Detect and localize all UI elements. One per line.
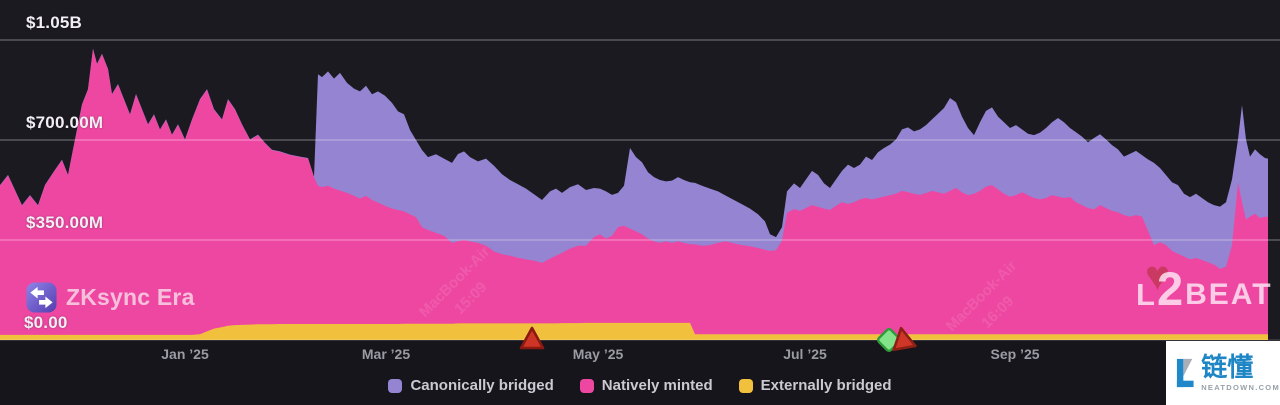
x-axis-label: May ’25 <box>572 346 624 362</box>
project-title: ZKsync Era <box>66 284 195 310</box>
x-axis-label: Jan ’25 <box>161 346 209 362</box>
milestone-triangle-icon[interactable] <box>519 326 545 350</box>
x-axis-label: Mar ’25 <box>361 346 411 362</box>
badge-domain: NEATDOWN.COM <box>1201 383 1280 392</box>
legend-label: Externally bridged <box>760 377 892 394</box>
chart-areas <box>0 48 1268 340</box>
x-axis-label: Jul ’25 <box>783 346 827 362</box>
gridlines <box>0 39 1280 341</box>
legend-swatch-icon <box>738 378 753 393</box>
y-axis-label: $350.00M <box>26 213 104 232</box>
neatdown-watermark-badge: 链懂 NEATDOWN.COM <box>1166 341 1280 405</box>
arrow-left-icon <box>30 286 44 299</box>
badge-brand-name: 链懂 <box>1201 352 1254 382</box>
area-natively-minted <box>0 49 1268 340</box>
milestone-triangle-icon[interactable] <box>890 326 917 352</box>
neatdown-logo-icon <box>1176 358 1194 388</box>
heart-icon: ♥ <box>1144 252 1171 299</box>
legend-swatch-icon <box>579 378 594 393</box>
l2beat-logo-watermark: L ♥ 2 BEAT <box>1136 252 1273 315</box>
area-externally-bridged <box>0 322 1268 340</box>
project-header: ZKsync Era <box>26 282 195 313</box>
legend-item[interactable]: Canonically bridged <box>388 377 554 394</box>
legend-item[interactable]: Externally bridged <box>738 377 892 394</box>
legend-item[interactable]: Natively minted <box>579 377 713 394</box>
chart-legend: Canonically bridged Natively minted Extern… <box>0 377 1280 394</box>
y-axis-label: $0.00 <box>24 313 68 332</box>
legend-swatch-icon <box>388 378 403 393</box>
arrow-right-icon <box>39 296 53 309</box>
zksync-era-logo-icon <box>26 282 57 313</box>
milestone-markers <box>519 326 917 352</box>
legend-label: Canonically bridged <box>410 377 554 394</box>
legend-label: Natively minted <box>601 377 713 394</box>
x-axis-label: Sep ’25 <box>990 346 1040 362</box>
y-axis-label: $1.05B <box>26 13 83 32</box>
y-axis-label: $700.00M <box>26 113 104 132</box>
